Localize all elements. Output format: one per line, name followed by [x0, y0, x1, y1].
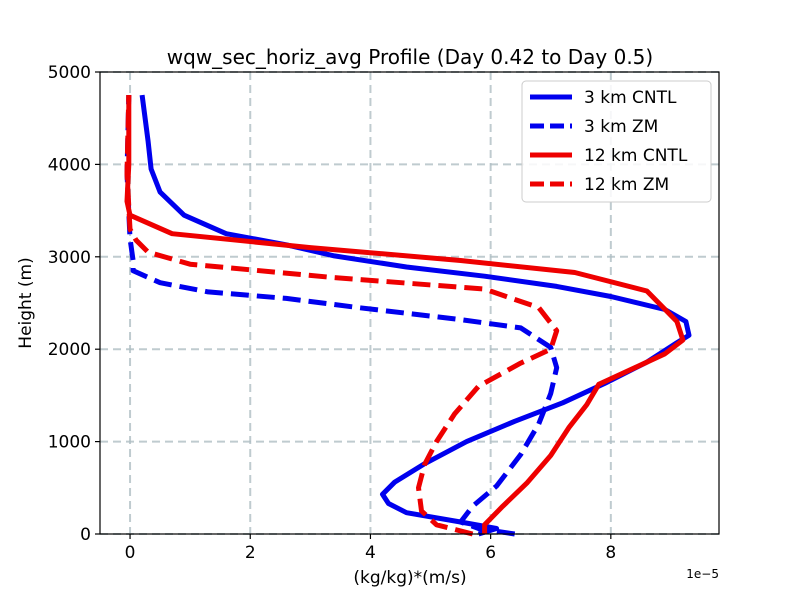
x-tick-label-3: 6 — [485, 543, 496, 563]
x-tick-label-1: 2 — [245, 543, 256, 563]
legend-label-2: 12 km CNTL — [584, 146, 688, 166]
axes: 0 2 4 6 8 0 1000 2000 3000 4000 5000 — [48, 63, 720, 563]
y-tick-label-0: 0 — [80, 525, 91, 545]
legend: 3 km CNTL 3 km ZM 12 km CNTL 12 km ZM — [521, 80, 712, 203]
y-axis-label: Height (m) — [16, 257, 36, 348]
legend-label-1: 3 km ZM — [584, 117, 658, 137]
y-tick-label-2: 2000 — [48, 340, 91, 360]
y-tick-label-3: 3000 — [48, 248, 91, 268]
x-tick-label-4: 8 — [605, 543, 616, 563]
plot-frame — [99, 71, 720, 535]
x-axis-label: (kg/kg)*(m/s) — [353, 568, 466, 588]
x-tick-label-2: 4 — [365, 543, 376, 563]
series-line-3 — [124, 95, 560, 537]
data-series — [124, 94, 692, 537]
series-line-0 — [139, 94, 692, 537]
series-line-2 — [124, 95, 686, 534]
grid-lines — [100, 71, 719, 535]
x-tick-label-0: 0 — [125, 543, 136, 563]
y-tick-label-5: 5000 — [48, 63, 91, 83]
legend-label-3: 12 km ZM — [584, 175, 669, 195]
legend-label-0: 3 km CNTL — [584, 88, 677, 108]
y-tick-label-4: 4000 — [48, 155, 91, 175]
series-line-1 — [124, 95, 560, 537]
x-axis-offset-label: 1e−5 — [686, 567, 719, 581]
y-tick-label-1: 1000 — [48, 433, 91, 453]
chart-title: wqw_sec_horiz_avg Profile (Day 0.42 to D… — [167, 45, 653, 69]
legend-box — [521, 80, 712, 203]
